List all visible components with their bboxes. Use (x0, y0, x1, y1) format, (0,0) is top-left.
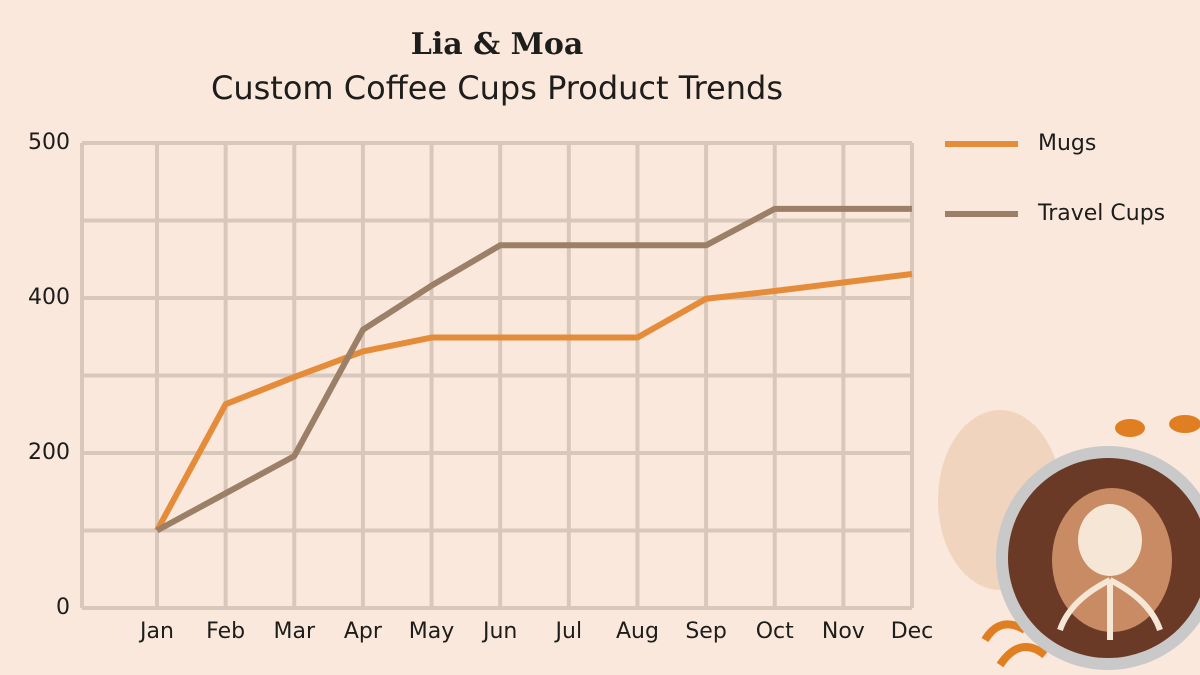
x-tick-label: May (409, 619, 454, 644)
x-tick-label: Nov (822, 619, 865, 644)
line-series (155, 205, 912, 534)
x-tick-label: Feb (206, 619, 245, 644)
chart-subtitle: Custom Coffee Cups Product Trends (211, 69, 783, 107)
x-tick-label: Jul (554, 619, 583, 644)
y-tick-label: 200 (28, 440, 70, 465)
x-tick-label: Jan (138, 619, 174, 644)
coffee-illustration (938, 410, 1200, 670)
line-series (154, 270, 913, 532)
x-tick-label: Oct (756, 619, 794, 644)
y-tick-label: 500 (28, 130, 70, 155)
x-tick-label: Aug (616, 619, 659, 644)
x-tick-label: Jun (481, 619, 517, 644)
legend-label: Mugs (1038, 131, 1096, 156)
x-tick-label: Mar (274, 619, 316, 644)
y-tick-label: 400 (28, 285, 70, 310)
chart-title: Lia & Moa (411, 27, 584, 62)
x-tick-label: Dec (891, 619, 934, 644)
x-tick-label: Apr (344, 619, 383, 644)
x-tick-label: Sep (685, 619, 726, 644)
legend-label: Travel Cups (1037, 201, 1165, 226)
y-tick-label: 0 (56, 595, 70, 620)
